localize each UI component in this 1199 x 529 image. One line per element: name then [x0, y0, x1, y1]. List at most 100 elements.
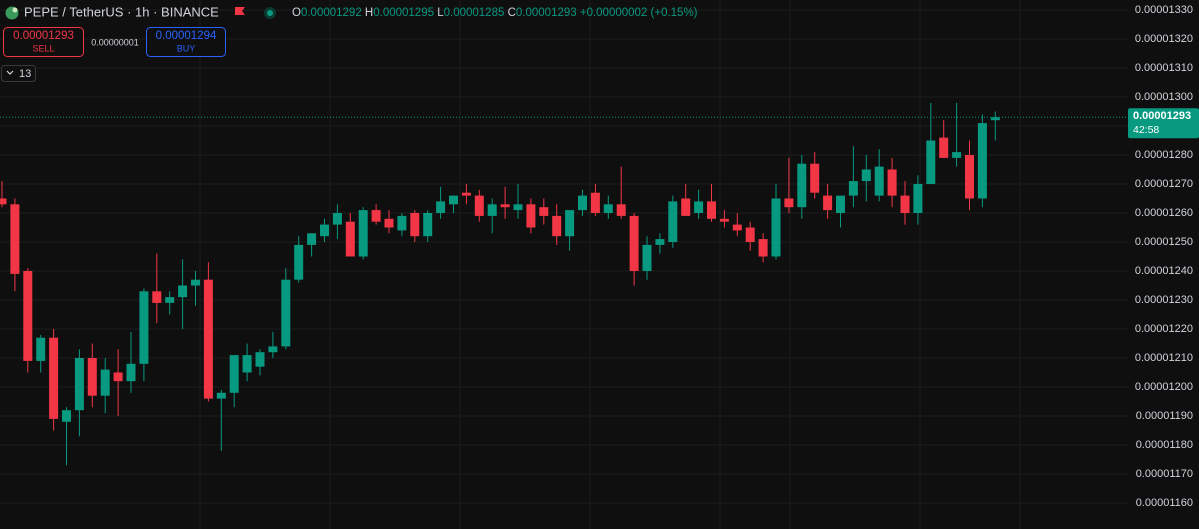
candle-body [113, 372, 123, 382]
y-tick-label: 0.00001300 [1135, 91, 1193, 103]
candle-body [449, 195, 458, 205]
candle-body [616, 204, 626, 216]
sell-price: 0.00001293 [13, 30, 74, 42]
ohlc-value: 0.00001295 [373, 7, 434, 19]
candle-body [771, 198, 781, 257]
candle-body [332, 212, 342, 225]
candle-body [552, 215, 562, 237]
ohlc-label: O [292, 7, 301, 19]
candle-body [423, 212, 433, 237]
candle-body [913, 183, 923, 213]
candle-body [681, 198, 691, 216]
candle-body [294, 244, 304, 280]
candle-body [823, 195, 833, 211]
y-tick-label: 0.00001190 [1136, 410, 1193, 422]
candle-body [526, 204, 536, 228]
candle-body [461, 192, 471, 196]
candle-body [307, 233, 317, 245]
y-tick-label: 0.00001330 [1135, 4, 1193, 16]
symbol-icon-eye [12, 7, 18, 13]
sell-button[interactable] [3, 27, 84, 57]
candle-body [10, 204, 20, 274]
y-tick-label: 0.00001320 [1135, 33, 1193, 45]
candle-body [836, 195, 845, 213]
candle-body [926, 140, 936, 184]
time-grid [199, 0, 1021, 529]
candle-body [990, 117, 1000, 121]
candle-body [74, 357, 84, 411]
candle-body [345, 221, 355, 257]
sell-label: SELL [32, 43, 54, 53]
candle-body [178, 285, 188, 298]
candle-body [216, 392, 226, 399]
y-tick-label: 0.00001180 [1136, 439, 1193, 451]
candle-body [861, 169, 871, 182]
y-tick-label: 0.00001210 [1135, 352, 1193, 364]
candle-body [719, 218, 729, 222]
candle-body [887, 169, 897, 196]
y-tick-label: 0.00001310 [1135, 62, 1193, 74]
buy-label: BUY [177, 43, 196, 53]
chevron-icon [6, 70, 14, 75]
candle-body [977, 123, 987, 199]
indicators-toggle[interactable] [1, 65, 36, 82]
buy-price: 0.00001294 [156, 30, 217, 42]
ohlc-value: 0.00001292 [301, 7, 362, 19]
buy-button[interactable] [146, 27, 226, 57]
candle-body [848, 181, 858, 196]
y-tick-label: 0.00001260 [1135, 207, 1193, 219]
y-tick-label: 0.00001200 [1135, 381, 1193, 393]
candle-body [539, 207, 549, 216]
candle-body [668, 201, 678, 242]
ohlc-value: 0.00001293 [516, 7, 577, 19]
candle-body [797, 163, 807, 208]
candle-body [62, 410, 71, 422]
candle-body [732, 224, 742, 231]
last-price-label: 0.00001293 [1133, 110, 1191, 122]
candle-body [487, 204, 497, 216]
candle-body [745, 227, 755, 242]
price-axis: 0.00001330 0.00001320 0.00001310 0.00001300… [1128, 4, 1199, 509]
candles [0, 102, 1128, 466]
candle-body [707, 201, 716, 219]
y-tick-label: 0.00001220 [1135, 323, 1193, 335]
candle-body [603, 204, 613, 213]
ohlc-label: C [508, 7, 516, 19]
candle-body [191, 279, 200, 286]
indicator-count: 13 [19, 68, 31, 80]
candle-body [694, 201, 704, 213]
candle-body [474, 195, 484, 216]
candle-body [410, 212, 420, 237]
candle-body [629, 215, 639, 271]
candle-body [590, 192, 600, 213]
symbol-title[interactable]: PEPE / TetherUS · 1h · BINANCE [24, 4, 219, 19]
candle-body [281, 279, 291, 347]
candle-body [203, 279, 213, 399]
change: +0.00000002 (+0.15%) [580, 7, 698, 19]
candle-body [0, 198, 7, 205]
candle-body [900, 195, 910, 213]
y-tick-label: 0.00001160 [1136, 497, 1193, 509]
candle-body [500, 204, 510, 208]
countdown: 42:58 [1133, 124, 1159, 136]
y-tick-label: 0.00001230 [1135, 294, 1193, 306]
candle-body [874, 166, 884, 196]
candle-body [229, 355, 239, 393]
candle-body [758, 239, 768, 257]
candle-body [642, 244, 652, 271]
candle-body [320, 224, 329, 237]
candle-body [513, 204, 523, 211]
candle-body [139, 291, 149, 364]
candle-body [810, 163, 820, 193]
candle-body [23, 270, 33, 361]
ohlc-value: 0.00001285 [444, 7, 505, 19]
candle-body [965, 154, 974, 199]
candle-body [242, 355, 252, 373]
y-tick-label: 0.00001240 [1135, 265, 1193, 277]
flag-icon[interactable] [235, 7, 245, 15]
candle-body [784, 198, 794, 208]
candle-body [384, 218, 394, 228]
candle-body [165, 297, 175, 303]
